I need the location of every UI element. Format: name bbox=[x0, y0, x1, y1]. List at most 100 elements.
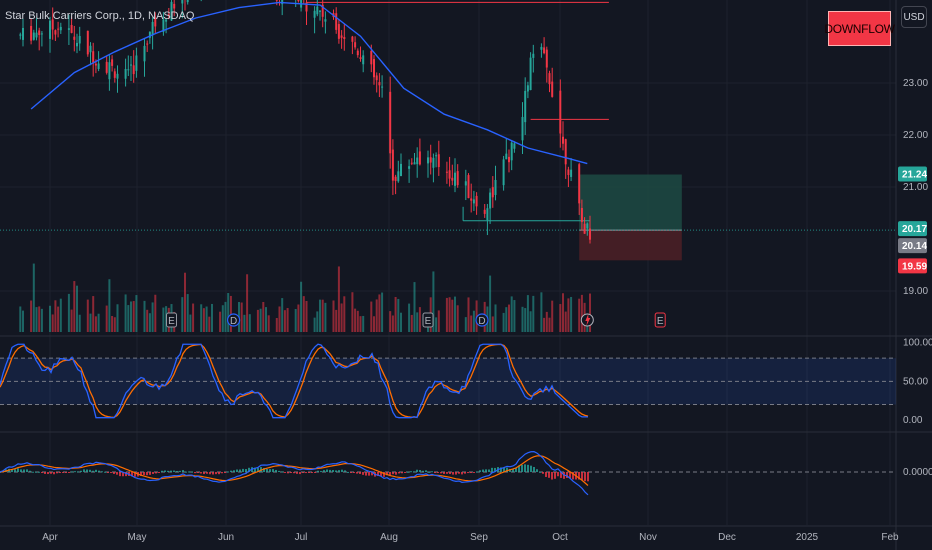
volume-bar bbox=[73, 281, 76, 332]
volume-bar bbox=[200, 304, 203, 332]
candle-body bbox=[551, 81, 554, 97]
volume-bar bbox=[281, 298, 284, 332]
macd-histogram-bar bbox=[200, 472, 202, 474]
candle-body bbox=[437, 154, 440, 168]
macd-histogram-bar bbox=[440, 472, 442, 474]
volume-bar bbox=[578, 298, 581, 332]
candle-body bbox=[167, 14, 170, 16]
macd-histogram-bar bbox=[290, 472, 292, 473]
price-tag-label: 20.17 bbox=[902, 224, 927, 235]
candle-body bbox=[59, 26, 62, 31]
volume-bar bbox=[224, 301, 227, 332]
macd-histogram-bar bbox=[401, 472, 403, 474]
volume-bar bbox=[526, 295, 529, 332]
macd-histogram-bar bbox=[11, 469, 13, 472]
volume-bar bbox=[97, 313, 100, 332]
time-axis[interactable]: Apr May Jun Jul Aug Sep Oct Nov Dec 2025 Feb bbox=[42, 532, 899, 543]
macd-histogram-bar bbox=[545, 472, 547, 477]
candle-body bbox=[456, 171, 459, 186]
candle-body bbox=[319, 10, 321, 12]
candle-body bbox=[378, 82, 381, 86]
macd-histogram-bar bbox=[167, 470, 169, 472]
volume-bar bbox=[146, 309, 149, 332]
macd-histogram-bar bbox=[464, 472, 466, 474]
macd-histogram-bar bbox=[578, 472, 580, 480]
macd-histogram-bar bbox=[41, 472, 43, 473]
candle-body bbox=[470, 198, 473, 201]
macd-histogram-bar bbox=[98, 470, 100, 472]
macd-histogram-bar bbox=[323, 470, 325, 472]
macd-histogram-bar bbox=[188, 471, 190, 473]
candle-body bbox=[502, 159, 505, 186]
macd-histogram-bar bbox=[584, 472, 586, 482]
macd-histogram-bar bbox=[425, 470, 427, 472]
macd-histogram-bar bbox=[281, 471, 283, 473]
volume-bar bbox=[184, 272, 186, 332]
macd-histogram-bar bbox=[398, 472, 400, 474]
volume-bar bbox=[362, 315, 365, 332]
volume-bar bbox=[40, 308, 43, 332]
volume-bar bbox=[124, 294, 127, 332]
dividend-marker-label: D bbox=[478, 316, 485, 327]
candle-body bbox=[335, 13, 338, 30]
candle-body bbox=[70, 25, 73, 33]
candle-body bbox=[132, 65, 135, 75]
candle-body bbox=[362, 55, 365, 65]
stochastic-panel bbox=[0, 343, 896, 419]
macd-histogram-bar bbox=[311, 472, 313, 473]
volume-bar bbox=[370, 301, 373, 332]
candle-body bbox=[545, 49, 548, 68]
event-markers[interactable]: E E ED D bbox=[166, 312, 666, 328]
macd-histogram-bar bbox=[404, 472, 406, 473]
price-axis[interactable]: 23.00 22.00 21.00 19.00 100.00 50.00 0.00 0.000… bbox=[898, 78, 932, 478]
macd-histogram-bar bbox=[542, 472, 544, 474]
volume-bar bbox=[551, 300, 554, 332]
price-tag-label: 20.14 bbox=[902, 241, 927, 252]
candle-body bbox=[173, 3, 176, 9]
macd-histogram-bar bbox=[377, 472, 379, 476]
macd-tick-label: 0.0000 bbox=[903, 467, 932, 478]
stop-zone bbox=[579, 230, 682, 261]
volume-bar bbox=[246, 274, 249, 332]
macd-histogram-bar bbox=[206, 472, 208, 474]
macd-histogram-bar bbox=[572, 472, 574, 480]
macd-histogram-bar bbox=[278, 470, 280, 472]
macd-histogram-bar bbox=[527, 464, 529, 472]
volume-bar bbox=[359, 316, 362, 332]
volume-bar bbox=[297, 304, 300, 332]
macd-histogram-bar bbox=[257, 467, 259, 472]
volume-bar bbox=[19, 306, 22, 332]
macd-histogram-bar bbox=[80, 470, 82, 472]
macd-histogram-bar bbox=[551, 472, 553, 480]
volume-bar bbox=[78, 314, 81, 332]
earnings-marker-label: E bbox=[657, 316, 664, 327]
volume-bar bbox=[356, 310, 359, 332]
macd-histogram-bar bbox=[53, 472, 55, 475]
volume-bar bbox=[294, 309, 297, 332]
candle-body bbox=[51, 19, 54, 30]
macd-histogram-bar bbox=[20, 469, 22, 472]
candle-body bbox=[116, 73, 119, 79]
macd-histogram-bar bbox=[446, 472, 448, 474]
price-tag-target bbox=[898, 166, 927, 182]
macd-histogram-bar bbox=[161, 470, 163, 472]
candle-body bbox=[165, 19, 168, 22]
volume-bar bbox=[510, 296, 513, 332]
candle-body bbox=[589, 228, 591, 240]
volume-bar bbox=[32, 263, 35, 332]
volume-bar bbox=[532, 295, 535, 332]
volume-bar bbox=[524, 308, 527, 332]
candle-body bbox=[494, 179, 497, 195]
volume-bar bbox=[464, 317, 467, 332]
macd-histogram-bar bbox=[320, 471, 322, 473]
volume-bar bbox=[378, 294, 381, 332]
macd-histogram-bar bbox=[371, 472, 373, 476]
time-tick-label: Feb bbox=[881, 532, 899, 543]
macd-histogram-bar bbox=[245, 469, 247, 472]
candle-body bbox=[143, 45, 146, 62]
candle-body bbox=[562, 136, 564, 144]
macd-histogram-bar bbox=[59, 472, 61, 473]
candle-body bbox=[472, 199, 475, 204]
currency-button[interactable]: USD bbox=[901, 6, 927, 28]
